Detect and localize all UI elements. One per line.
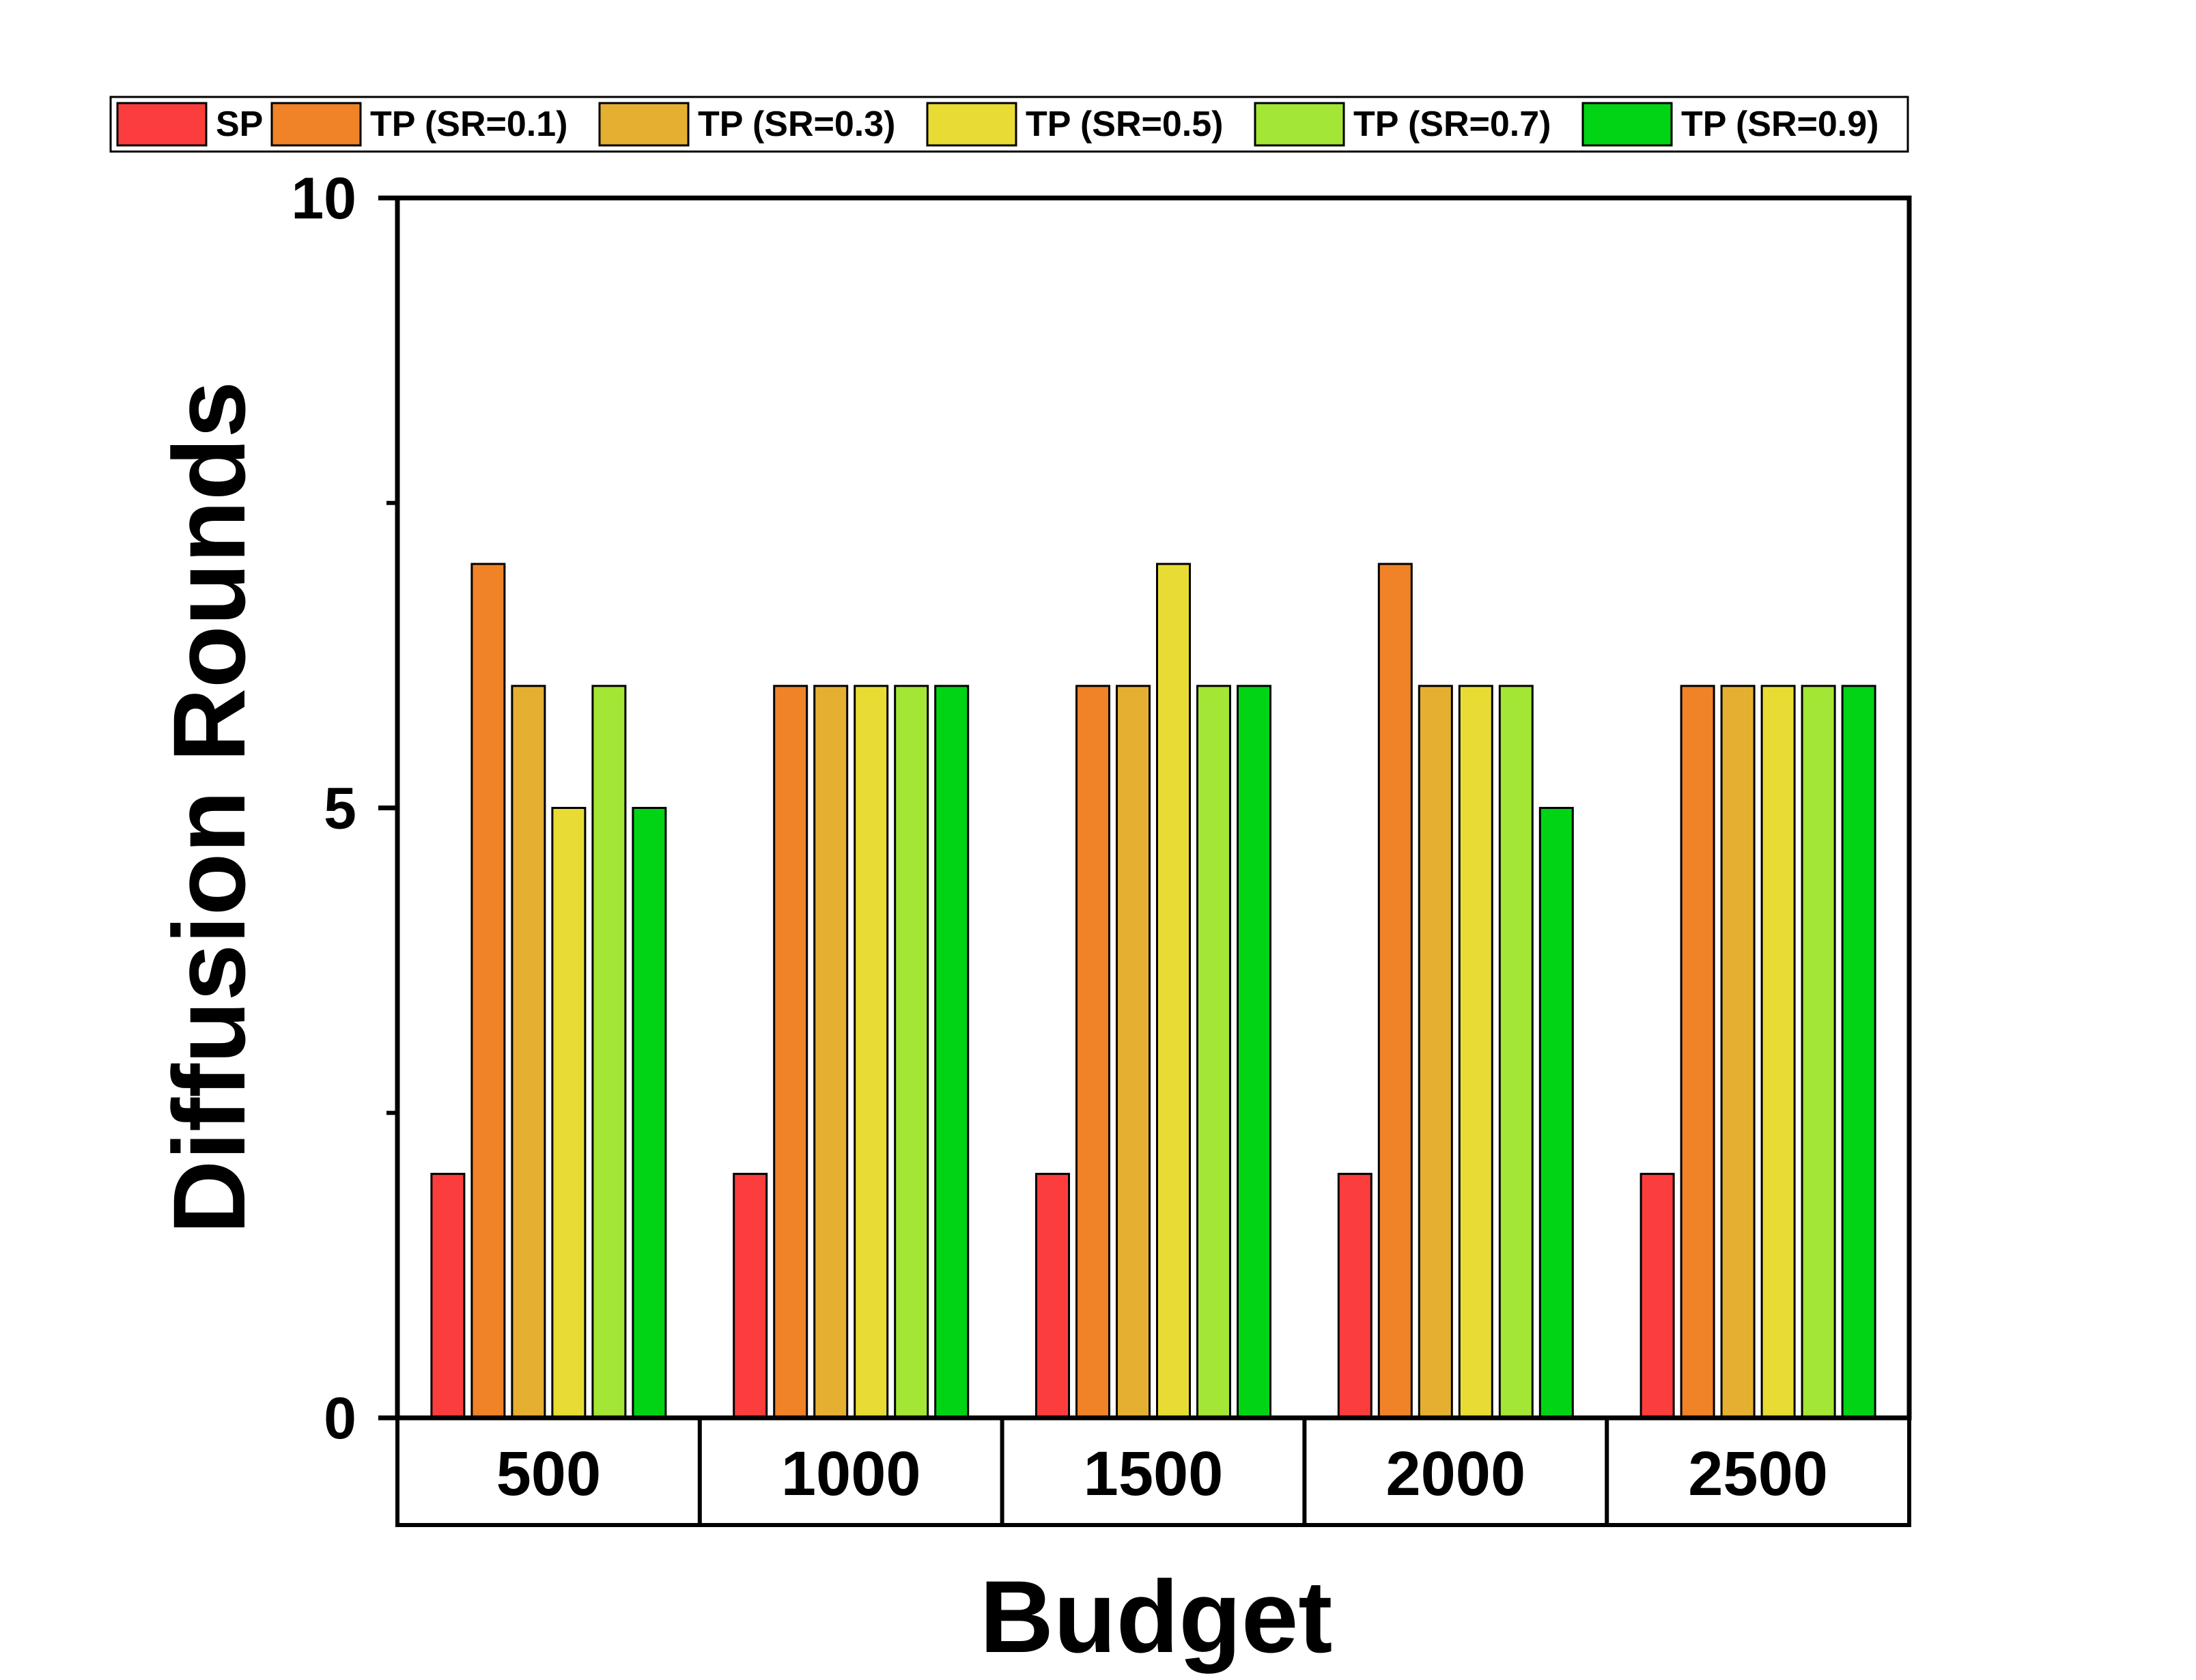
legend-swatch-1 bbox=[270, 102, 362, 147]
legend-label-3: TP (SR=0.5) bbox=[1026, 104, 1223, 144]
bar-1500-series-2 bbox=[1116, 685, 1151, 1419]
bar-500-series-5 bbox=[632, 807, 667, 1419]
legend-swatch-4 bbox=[1254, 102, 1345, 147]
legend-label-0: SP bbox=[216, 104, 263, 144]
bar-500-series-0 bbox=[430, 1173, 466, 1419]
bar-2000-series-4 bbox=[1498, 685, 1534, 1419]
x-axis-label: Budget bbox=[980, 1559, 1333, 1674]
bar-2500-series-4 bbox=[1801, 685, 1836, 1419]
bar-2000-series-3 bbox=[1458, 685, 1493, 1419]
bar-1000-series-0 bbox=[733, 1173, 768, 1419]
category-table-frame bbox=[395, 1416, 1911, 1527]
legend-swatch-3 bbox=[926, 102, 1017, 147]
bar-2500-series-1 bbox=[1680, 685, 1715, 1419]
x-category-label-2000: 2000 bbox=[1385, 1439, 1525, 1509]
bar-2500-series-5 bbox=[1841, 685, 1876, 1419]
legend-label-2: TP (SR=0.3) bbox=[698, 104, 895, 144]
bar-1000-series-1 bbox=[773, 685, 808, 1419]
bar-2000-series-0 bbox=[1337, 1173, 1372, 1419]
x-category-table: 500 1000 1500 2000 2500 bbox=[496, 1418, 1828, 1525]
y-tick-label: 10 bbox=[291, 166, 356, 231]
legend-swatch-2 bbox=[598, 102, 690, 147]
bar-1000-series-2 bbox=[813, 685, 849, 1419]
bar-1500-series-4 bbox=[1196, 685, 1231, 1419]
bar-500-series-2 bbox=[511, 685, 546, 1419]
x-category-label-1000: 1000 bbox=[781, 1439, 921, 1509]
y-tick-label: 5 bbox=[324, 776, 356, 842]
bar-500-series-4 bbox=[591, 685, 627, 1419]
bar-1500-series-1 bbox=[1075, 685, 1110, 1419]
legend-swatch-5 bbox=[1581, 102, 1673, 147]
x-category-label-500: 500 bbox=[496, 1439, 602, 1509]
x-category-label-2500: 2500 bbox=[1688, 1439, 1828, 1509]
bars bbox=[430, 563, 1876, 1419]
legend-label-4: TP (SR=0.7) bbox=[1353, 104, 1551, 144]
bar-2000-series-2 bbox=[1418, 685, 1453, 1419]
bar-2000-series-5 bbox=[1538, 807, 1574, 1419]
bar-2500-series-2 bbox=[1720, 685, 1756, 1419]
bar-1500-series-5 bbox=[1237, 685, 1271, 1419]
y-tick-label: 0 bbox=[324, 1386, 356, 1451]
legend: SP TP (SR=0.1) TP (SR=0.3) TP (SR=0.5) TP (S… bbox=[109, 96, 1909, 153]
bar-1500-series-3 bbox=[1156, 563, 1191, 1419]
bar-2500-series-3 bbox=[1760, 685, 1796, 1419]
bar-1500-series-0 bbox=[1035, 1173, 1070, 1419]
bar-1000-series-3 bbox=[854, 685, 889, 1419]
bar-2500-series-0 bbox=[1639, 1173, 1675, 1419]
y-axis: 0 5 10 bbox=[291, 166, 397, 1451]
x-category-label-1500: 1500 bbox=[1084, 1439, 1224, 1509]
bar-1000-series-5 bbox=[934, 685, 970, 1419]
bar-2000-series-1 bbox=[1377, 563, 1413, 1419]
bar-500-series-3 bbox=[551, 807, 587, 1419]
bar-500-series-1 bbox=[470, 563, 506, 1419]
legend-label-1: TP (SR=0.1) bbox=[370, 104, 567, 144]
y-axis-label: Diffusion Rounds bbox=[152, 381, 266, 1234]
bar-1000-series-4 bbox=[894, 685, 929, 1419]
legend-label-5: TP (SR=0.9) bbox=[1681, 104, 1878, 144]
legend-swatch-0 bbox=[116, 102, 208, 147]
